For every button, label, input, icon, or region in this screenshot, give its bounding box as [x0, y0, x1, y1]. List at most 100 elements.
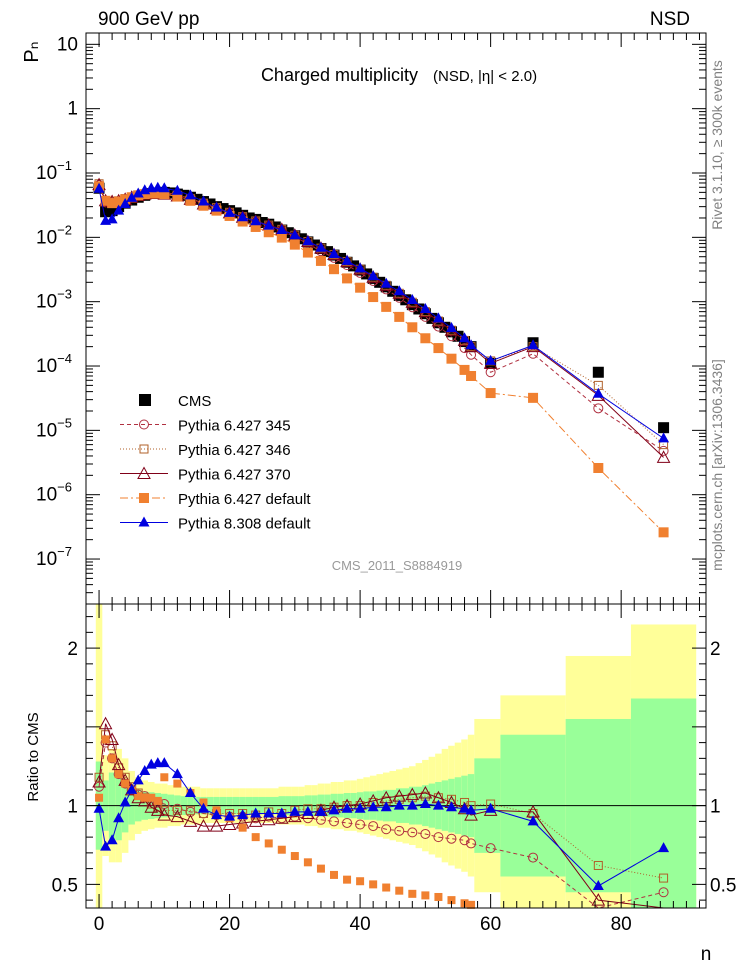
ratio-point-p8def: [465, 804, 477, 815]
band-outer: [95, 604, 103, 908]
ratio-point-p346: [172, 805, 182, 815]
x-tick-label: 60: [480, 914, 501, 935]
data-point-p8def: [237, 211, 249, 222]
ratio-point-p8def: [406, 799, 418, 810]
ratio-point-p8def: [250, 807, 262, 818]
data-point-p8def: [184, 189, 196, 200]
data-point-p6def: [433, 343, 444, 354]
legend-marker-p6def: [139, 493, 149, 503]
ratio-y-tick-label-right: 1: [710, 797, 721, 818]
ratio-point-p8def: [119, 796, 131, 807]
data-point-p8def: [289, 229, 301, 240]
legend-marker-p346: [139, 444, 149, 454]
legend-label-p8def: Pythia 8.308 default: [178, 516, 311, 533]
rivet-version-label: Rivet 3.1.10, ≥ 300k events: [709, 60, 725, 230]
data-point-cms: [106, 205, 118, 217]
ratio-point-p6def: [147, 793, 156, 802]
ratio-point-p6def: [447, 896, 456, 905]
ratio-point-p370: [464, 808, 478, 821]
data-point-p6def: [113, 196, 124, 207]
data-point-p6def: [593, 462, 604, 473]
ratio-point-p6def: [303, 858, 312, 867]
data-point-p8def: [354, 262, 366, 273]
legend-label-p346: Pythia 6.427 346: [178, 442, 291, 459]
ratio-point-p345: [342, 817, 353, 828]
y-tick-label-exponent: −4: [57, 351, 72, 366]
data-point-p6def: [302, 247, 313, 258]
data-point-p6def: [237, 216, 248, 227]
ratio-point-p345: [446, 833, 457, 844]
data-point-p6def: [315, 255, 326, 266]
ratio-point-p8def: [184, 787, 196, 798]
data-point-p6def: [528, 392, 539, 403]
ratio-point-p8def: [592, 879, 604, 890]
ratio-point-p6def: [395, 886, 404, 895]
x-axis-label: n: [701, 944, 712, 965]
data-point-p6def: [250, 221, 261, 232]
data-point-p6def: [100, 195, 111, 206]
data-point-cms: [100, 206, 112, 218]
ratio-uncertainty-bands: [95, 604, 697, 908]
data-point-p6def: [466, 370, 477, 381]
ratio-point-p6def: [238, 823, 247, 832]
data-point-p6def: [172, 191, 183, 202]
series-line-p345: [98, 184, 664, 452]
data-point-cms: [243, 212, 255, 224]
ratio-point-p8def: [380, 801, 392, 812]
ratio-y-tick-label: 0.5: [52, 875, 78, 896]
data-point-p8def: [263, 219, 275, 230]
ratio-point-p8def: [158, 757, 170, 768]
ratio-point-p370: [274, 811, 289, 824]
ratio-point-p8def: [658, 842, 670, 853]
data-point-p6def: [289, 239, 300, 250]
data-point-p8def: [106, 213, 118, 224]
ratio-point-p6def: [101, 735, 110, 744]
data-point-p6def: [146, 188, 157, 199]
data-point-p8def: [341, 254, 353, 265]
mcplots-label: mcplots.cern.ch [arXiv:1306.3436]: [709, 359, 725, 571]
ratio-point-p370: [98, 716, 113, 730]
data-point-p8def: [315, 241, 327, 252]
ratio-point-p8def: [93, 802, 105, 813]
data-point-p6def: [329, 264, 339, 275]
ratio-point-p8def: [328, 804, 340, 815]
y-tick-label: 10−5: [36, 415, 72, 441]
data-point-cms: [204, 198, 216, 210]
data-point-p6def: [407, 322, 418, 333]
data-point-cms: [230, 207, 242, 219]
ratio-point-p6def: [421, 891, 430, 900]
ratio-point-p8def: [100, 840, 112, 851]
data-point-p6def: [355, 282, 366, 293]
ratio-point-p8def: [354, 802, 366, 813]
ratio-point-p6def: [95, 793, 104, 802]
data-point-p8def: [302, 235, 314, 246]
ratio-point-p346: [107, 741, 117, 751]
plot-title: Charged multiplicity: [261, 65, 418, 85]
data-point-p345: [658, 445, 669, 456]
data-point-p6def: [276, 232, 287, 243]
ratio-point-p8def: [276, 807, 288, 818]
ratio-point-p345: [459, 835, 470, 846]
ratio-point-p345: [329, 816, 339, 827]
ratio-point-p6def: [290, 852, 299, 861]
ratio-point-p370: [261, 812, 276, 826]
ratio-y-tick-label: 1: [67, 797, 78, 818]
legend-marker-p8def: [138, 516, 150, 527]
main-y-axis-label: Pₙ: [21, 41, 43, 62]
ratio-point-p6def: [277, 845, 286, 854]
y-tick-label-base: 10: [36, 227, 57, 248]
ratio-point-p370: [248, 814, 263, 827]
ratio-point-p6def: [330, 870, 338, 879]
data-point-p6def: [198, 200, 209, 211]
ratio-point-p346: [159, 805, 169, 815]
ratio-point-p6def: [114, 770, 123, 779]
y-tick-label-exponent: −5: [57, 415, 72, 430]
y-tick-label-base: 10: [36, 163, 57, 184]
data-point-p8def: [250, 215, 262, 226]
ratio-point-p345: [355, 819, 366, 830]
ratio-point-p345: [368, 821, 379, 832]
data-point-p6def: [159, 189, 170, 200]
y-tick-label-exponent: −3: [57, 287, 72, 302]
ratio-y-tick-label-right: 0.5: [710, 875, 736, 896]
ratio-point-p8def: [432, 799, 444, 810]
